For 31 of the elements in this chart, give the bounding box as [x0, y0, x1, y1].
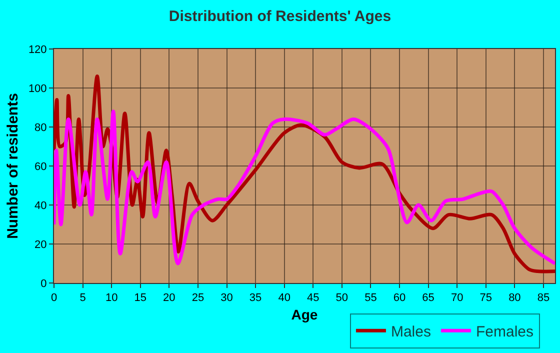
y-tick-label: 100 — [28, 82, 47, 95]
y-axis-title: Number of residents — [4, 93, 22, 239]
x-tick-label: 85 — [537, 292, 550, 304]
x-tick-label: 35 — [249, 292, 262, 304]
y-tick-label: 60 — [34, 160, 47, 173]
x-axis-title: Age — [291, 306, 318, 322]
x-tick-label: 70 — [450, 292, 464, 304]
legend-label: Females — [476, 324, 534, 341]
x-tick-label: 25 — [192, 292, 204, 304]
y-tick-label: 80 — [34, 122, 47, 134]
x-tick-label: 10 — [105, 292, 118, 304]
x-tick-label: 75 — [480, 292, 492, 304]
line-series — [54, 110, 555, 266]
x-tick-label: 65 — [422, 292, 434, 304]
x-tick-label: 45 — [307, 292, 320, 304]
y-tick-label: 40 — [34, 200, 47, 212]
y-tick-label: 0 — [40, 278, 47, 290]
y-tick-label: 20 — [34, 238, 47, 251]
x-tick-label: 40 — [278, 292, 290, 304]
x-tick-label: 15 — [134, 292, 147, 304]
x-tick-label: 60 — [393, 292, 406, 304]
x-tick-label: 55 — [364, 292, 377, 304]
x-tick-label: 0 — [50, 292, 58, 304]
x-tick-label: 50 — [336, 292, 348, 304]
x-tick-label: 5 — [80, 292, 86, 304]
x-tick-label: 30 — [220, 292, 233, 304]
x-tick-label: 80 — [508, 292, 521, 304]
chart-title: Distribution of Residents' Ages — [168, 8, 392, 26]
legend-label: Males — [390, 324, 431, 341]
y-tick-label: 120 — [28, 44, 47, 56]
x-tick-label: 20 — [163, 292, 176, 304]
